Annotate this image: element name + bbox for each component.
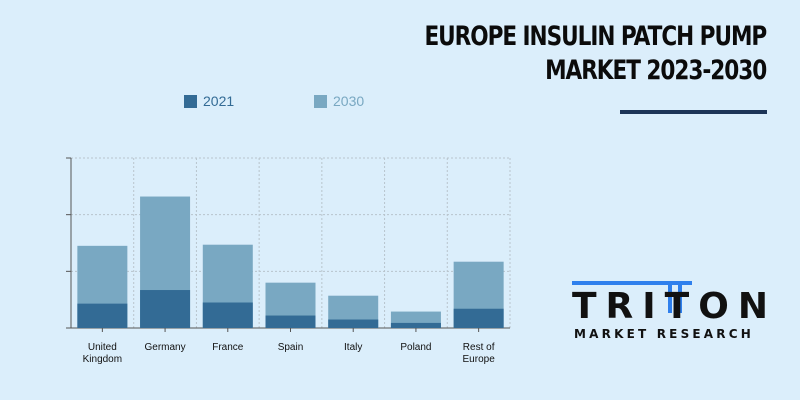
- legend-item-2030: 2030: [314, 93, 364, 109]
- title-underline: [620, 110, 767, 114]
- bar-2021-4: [328, 319, 379, 328]
- x-tick-label-0: United Kingdom: [83, 342, 122, 365]
- x-tick-label-line: Europe: [463, 354, 496, 365]
- logo-subtitle: MARKET RESEARCH: [574, 327, 754, 341]
- x-tick-label-line: United: [88, 342, 117, 353]
- x-tick-label-line: Poland: [400, 342, 431, 353]
- bar-2021-6: [453, 308, 504, 328]
- logo-name: TRITON: [572, 286, 777, 327]
- legend-item-2021: 2021: [184, 93, 234, 109]
- x-tick-label-2: France: [212, 342, 244, 353]
- bar-2021-3: [265, 315, 316, 328]
- triton-logo: TRITON MARKET RESEARCH: [572, 278, 777, 348]
- x-tick-label-5: Poland: [400, 342, 431, 353]
- x-tick-label-line: Rest of: [463, 342, 495, 353]
- legend-swatch-2030: [314, 94, 327, 108]
- x-tick-label-line: Italy: [344, 342, 362, 353]
- x-tick-label-line: France: [212, 342, 244, 353]
- x-tick-label-6: Rest of Europe: [463, 342, 496, 365]
- bar-2021-5: [390, 322, 441, 328]
- bar-2021-0: [77, 303, 128, 328]
- legend-swatch-2021: [184, 94, 197, 108]
- bar-2021-1: [140, 290, 191, 328]
- chart-title-line1: EUROPE INSULIN PATCH PUMP: [424, 21, 767, 52]
- x-tick-label-1: Germany: [145, 342, 186, 353]
- legend-label-2021: 2021: [203, 93, 235, 109]
- legend-label-2030: 2030: [333, 93, 365, 109]
- x-tick-label-3: Spain: [278, 342, 304, 353]
- logo-accent-graphic: [572, 281, 692, 313]
- x-tick-label-4: Italy: [344, 342, 362, 353]
- x-tick-label-line: Kingdom: [83, 354, 122, 365]
- x-tick-label-line: Spain: [278, 342, 304, 353]
- chart-title-line2: MARKET 2023-2030: [544, 55, 767, 86]
- x-tick-label-line: Germany: [145, 342, 186, 353]
- bar-2021-2: [202, 302, 253, 328]
- chart-title: EUROPE INSULIN PATCH PUMP MARKET 2023-20…: [424, 20, 767, 88]
